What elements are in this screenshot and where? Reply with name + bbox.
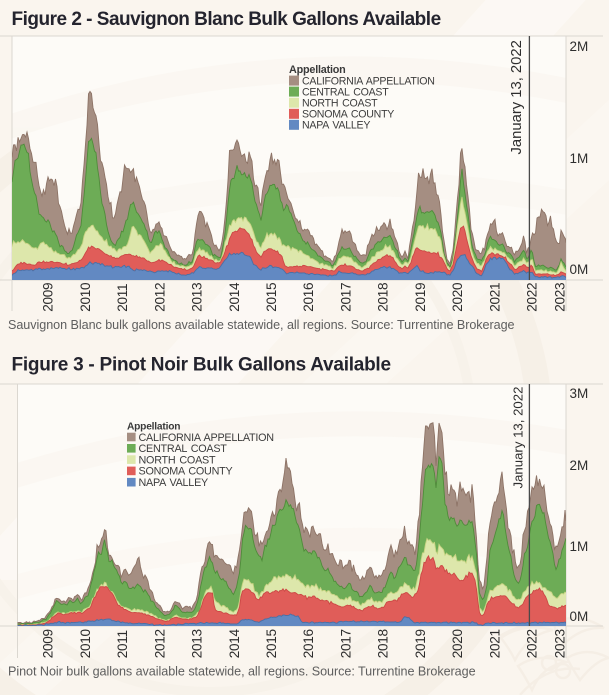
svg-text:January 13, 2022: January 13, 2022 — [509, 40, 525, 154]
svg-text:2019: 2019 — [413, 283, 428, 312]
svg-text:2021: 2021 — [487, 283, 502, 312]
svg-text:2014: 2014 — [227, 629, 242, 659]
svg-text:2011: 2011 — [115, 284, 130, 312]
svg-text:Pinot Noir bulk gallons availa: Pinot Noir bulk gallons available statew… — [8, 665, 476, 679]
svg-text:2022: 2022 — [525, 629, 540, 658]
svg-text:NAPA VALLEY: NAPA VALLEY — [302, 120, 370, 132]
svg-text:2020: 2020 — [450, 629, 465, 659]
svg-text:Appellation: Appellation — [289, 64, 346, 76]
svg-text:2022: 2022 — [525, 283, 540, 312]
svg-text:Sauvignon Blanc bulk gallons a: Sauvignon Blanc bulk gallons available s… — [8, 318, 515, 332]
svg-text:NORTH COAST: NORTH COAST — [302, 97, 378, 109]
svg-text:CENTRAL COAST: CENTRAL COAST — [302, 86, 389, 98]
svg-text:2011: 2011 — [115, 630, 130, 658]
svg-text:0M: 0M — [570, 262, 589, 277]
svg-text:SONOMA COUNTY: SONOMA COUNTY — [302, 109, 394, 121]
svg-text:2012: 2012 — [152, 283, 167, 312]
svg-text:2010: 2010 — [78, 282, 93, 312]
svg-text:January 13, 2022: January 13, 2022 — [510, 387, 525, 489]
svg-text:2021: 2021 — [487, 629, 502, 658]
svg-text:2013: 2013 — [190, 283, 205, 312]
svg-text:2013: 2013 — [190, 629, 205, 658]
svg-text:2023: 2023 — [553, 283, 568, 312]
svg-text:2M: 2M — [570, 39, 589, 54]
svg-text:2009: 2009 — [41, 283, 56, 312]
svg-text:3M: 3M — [570, 386, 589, 401]
svg-text:2015: 2015 — [264, 629, 279, 658]
svg-text:2015: 2015 — [264, 283, 279, 312]
svg-text:2010: 2010 — [78, 629, 93, 659]
svg-text:CALIFORNIA APPELLATION: CALIFORNIA APPELLATION — [139, 432, 274, 444]
svg-text:2019: 2019 — [413, 629, 428, 658]
svg-text:SONOMA COUNTY: SONOMA COUNTY — [139, 466, 233, 478]
svg-text:2016: 2016 — [301, 283, 316, 312]
svg-text:NORTH COAST: NORTH COAST — [139, 454, 216, 466]
svg-text:2017: 2017 — [338, 283, 353, 312]
svg-text:2014: 2014 — [227, 282, 242, 312]
svg-text:CENTRAL COAST: CENTRAL COAST — [139, 443, 228, 455]
svg-text:2018: 2018 — [376, 629, 391, 658]
svg-text:1M: 1M — [570, 539, 589, 554]
svg-text:0M: 0M — [570, 609, 589, 624]
svg-text:2020: 2020 — [450, 282, 465, 312]
svg-text:2023: 2023 — [553, 629, 568, 658]
svg-text:NAPA VALLEY: NAPA VALLEY — [139, 477, 209, 489]
svg-text:Figure 2 - Sauvignon Blanc Bul: Figure 2 - Sauvignon Blanc Bulk Gallons … — [12, 9, 441, 30]
svg-text:2009: 2009 — [41, 629, 56, 658]
svg-text:2017: 2017 — [338, 629, 353, 658]
svg-text:Figure 3 - Pinot Noir Bulk Gal: Figure 3 - Pinot Noir Bulk Gallons Avail… — [12, 355, 391, 376]
svg-text:2M: 2M — [570, 458, 589, 473]
svg-text:2016: 2016 — [301, 629, 316, 658]
svg-text:Appellation: Appellation — [127, 422, 180, 433]
svg-text:2012: 2012 — [152, 629, 167, 658]
svg-text:CALIFORNIA APPELLATION: CALIFORNIA APPELLATION — [302, 75, 435, 87]
svg-text:2018: 2018 — [376, 283, 391, 312]
svg-text:1M: 1M — [570, 151, 589, 166]
